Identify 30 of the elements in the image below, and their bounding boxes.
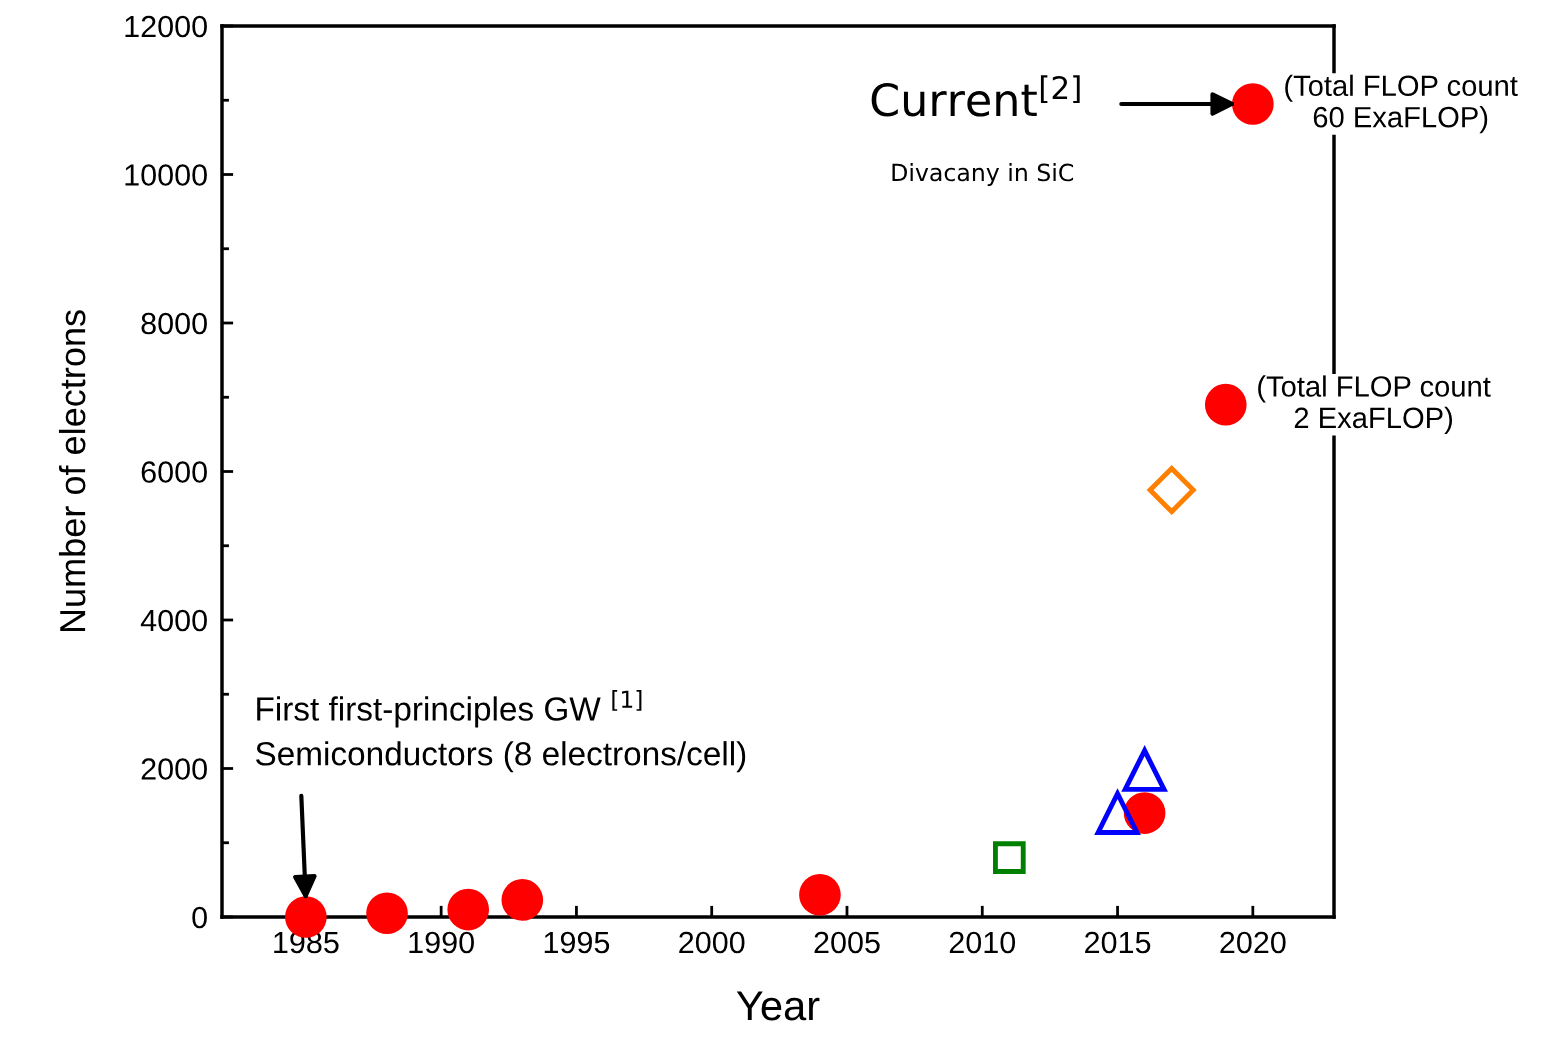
y-tick-label: 4000 [140,609,207,632]
x-tick-label: 2005 [814,931,880,954]
x-tick-label: 1990 [409,931,474,954]
y-tick-label: 2000 [141,758,207,780]
annotation: (Total FLOP count 60 ExaFLOP) [1285,74,1518,134]
point [799,873,841,916]
y-tick-label: 0 [192,906,207,929]
point [501,879,544,921]
y-tick-label: 12000 [125,15,207,38]
y-tick-label: 10000 [125,164,207,186]
point [447,888,490,931]
annotation: Current$^{[2]}$ [871,75,1080,117]
y-tick-label: 8000 [141,312,207,335]
x-tick-label: 2010 [949,931,1016,954]
y-axis-title: Number of electrons [58,310,86,632]
x-tick-label: 1995 [544,931,610,954]
point [1204,383,1247,426]
annotation: Divacany in SiC [892,163,1074,186]
annotation: (Total FLOP count 2 ExaFLOP) [1258,375,1491,434]
point [366,892,408,935]
annotation: Semiconductors (8 electrons/cell) [255,741,746,773]
x-axis-title: Year [736,991,820,1021]
x-tick-label: 2000 [679,931,745,954]
x-tick-label: 2020 [1220,931,1286,954]
point [993,841,1026,874]
point [1232,83,1274,125]
y-tick-label: 6000 [141,461,207,483]
x-tick-label: 2015 [1085,931,1151,954]
annotation: First first-principles GW $^{[1]}$ [257,690,642,728]
point [1147,466,1196,515]
